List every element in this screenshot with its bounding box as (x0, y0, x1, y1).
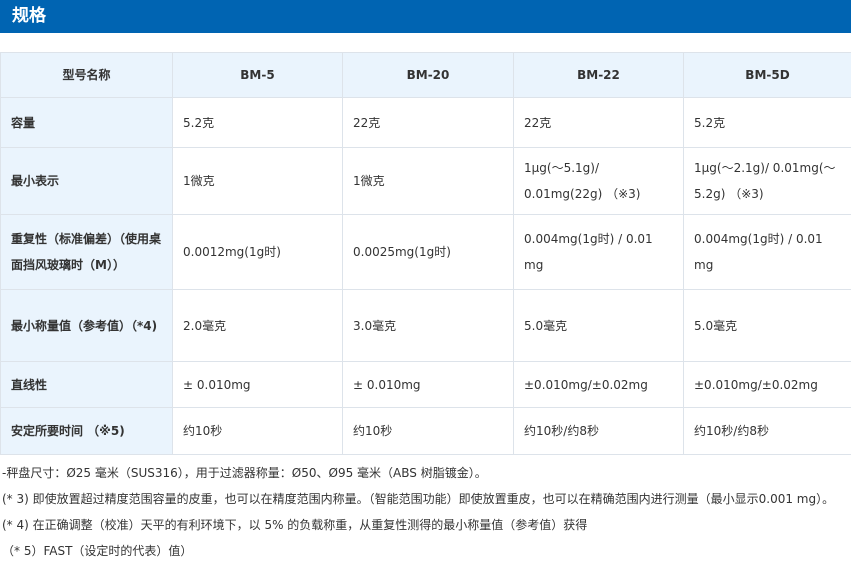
header-bm-5d: BM-5D (683, 52, 851, 98)
table-cell: 3.0毫克 (342, 289, 514, 362)
row-label: 重复性（标准偏差）（使用桌面挡风玻璃时（M）） (0, 214, 173, 290)
row-label: 安定所要时间 （※5) (0, 407, 173, 455)
table-cell: ±0.010mg/±0.02mg (683, 361, 851, 408)
section-title: 规格 (0, 0, 851, 33)
table-cell: ± 0.010mg (342, 361, 514, 408)
table-row: 最小表示 1微克 1微克 1μg(～5.1g)/ 0.01mg(22g) （※3… (0, 147, 851, 215)
table-cell: 0.0025mg(1g时) (342, 214, 514, 290)
table-cell: 约10秒/约8秒 (513, 407, 684, 455)
table-cell: 1微克 (342, 147, 514, 215)
table-cell: 约10秒/约8秒 (683, 407, 851, 455)
table-row: 安定所要时间 （※5) 约10秒 约10秒 约10秒/约8秒 约10秒/约8秒 (0, 407, 851, 455)
spec-table: 型号名称 BM-5 BM-20 BM-22 BM-5D 容量 5.2克 22克 … (0, 52, 851, 455)
table-cell: 22克 (342, 97, 514, 148)
table-cell: 约10秒 (342, 407, 514, 455)
table-cell: 0.004mg(1g时) / 0.01 mg (683, 214, 851, 290)
table-cell: 1μg(～5.1g)/ 0.01mg(22g) （※3) (513, 147, 684, 215)
table-cell: 1μg(～2.1g)/ 0.01mg(～5.2g) （※3) (683, 147, 851, 215)
header-bm-5: BM-5 (172, 52, 343, 98)
header-bm-22: BM-22 (513, 52, 684, 98)
header-model-name: 型号名称 (0, 52, 173, 98)
header-bm-20: BM-20 (342, 52, 514, 98)
table-cell: 22克 (513, 97, 684, 148)
table-cell: 1微克 (172, 147, 343, 215)
table-cell: 0.0012mg(1g时) (172, 214, 343, 290)
footnotes: -秤盘尺寸：Ø25 毫米（SUS316），用于过滤器称量：Ø50、Ø95 毫米（… (2, 460, 847, 564)
table-row: 重复性（标准偏差）（使用桌面挡风玻璃时（M）） 0.0012mg(1g时) 0.… (0, 214, 851, 290)
table-row: 容量 5.2克 22克 22克 5.2克 (0, 97, 851, 148)
row-label: 容量 (0, 97, 173, 148)
table-header-row: 型号名称 BM-5 BM-20 BM-22 BM-5D (0, 52, 851, 98)
row-label: 最小称量值（参考值）（*4) (0, 289, 173, 362)
table-cell: 5.2克 (172, 97, 343, 148)
table-row: 直线性 ± 0.010mg ± 0.010mg ±0.010mg/±0.02mg… (0, 361, 851, 408)
table-cell: 5.2克 (683, 97, 851, 148)
footnote-5: （* 5）FAST（设定时的代表）值） (2, 544, 193, 558)
table-cell: 5.0毫克 (513, 289, 684, 362)
row-label: 直线性 (0, 361, 173, 408)
table-cell: 0.004mg(1g时) / 0.01 mg (513, 214, 684, 290)
footnote-4: (* 4) 在正确调整（校准）天平的有利环境下，以 5% 的负载称重，从重复性测… (2, 518, 588, 532)
table-cell: 2.0毫克 (172, 289, 343, 362)
table-cell: ± 0.010mg (172, 361, 343, 408)
table-cell: ±0.010mg/±0.02mg (513, 361, 684, 408)
table-cell: 约10秒 (172, 407, 343, 455)
footnote-pan-size: -秤盘尺寸：Ø25 毫米（SUS316），用于过滤器称量：Ø50、Ø95 毫米（… (2, 466, 487, 480)
table-row: 最小称量值（参考值）（*4) 2.0毫克 3.0毫克 5.0毫克 5.0毫克 (0, 289, 851, 362)
table-cell: 5.0毫克 (683, 289, 851, 362)
row-label: 最小表示 (0, 147, 173, 215)
footnote-3: (* 3) 即使放置超过精度范围容量的皮重，也可以在精度范围内称量。（智能范围功… (2, 492, 835, 506)
